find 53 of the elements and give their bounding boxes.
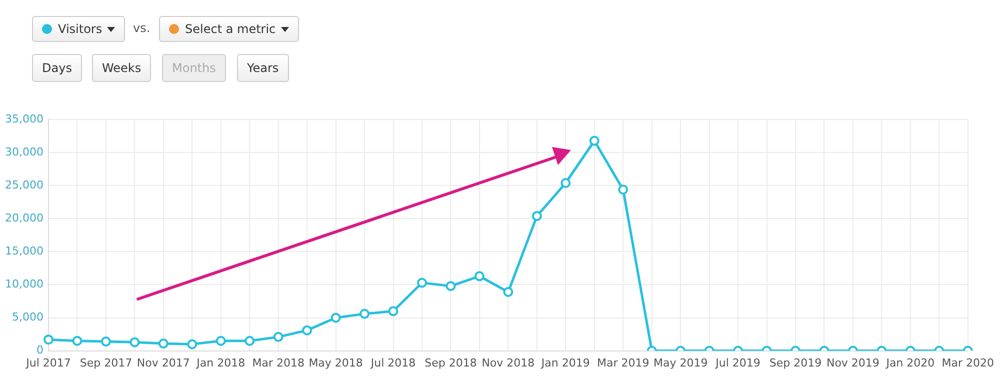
text: vs. <box>133 21 150 35</box>
x-tick-label: Jul 2019 <box>714 356 760 370</box>
point <box>330 312 341 323</box>
x-tick-label: Sep 2019 <box>769 356 822 370</box>
y-tick-label: 20,000 <box>4 212 44 225</box>
point <box>43 334 54 345</box>
point <box>532 211 542 222</box>
x-tick-label: Sep 2017 <box>80 356 132 370</box>
text: Days <box>32 54 82 82</box>
x-tick-label: Jan 2020 <box>885 356 935 370</box>
point <box>187 339 198 350</box>
y-tick-label: 10,000 <box>4 278 44 291</box>
point <box>130 337 140 348</box>
x-tick-label: May 2019 <box>653 356 708 370</box>
x-tick-label: Jul 2018 <box>370 356 416 370</box>
point <box>72 336 82 346</box>
point <box>618 184 628 195</box>
y-tick-label: 5,000 <box>12 310 44 324</box>
x-tick-label: May 2018 <box>308 356 363 370</box>
x-tick-label: Mar 2020 <box>942 356 994 370</box>
text: Years <box>237 54 289 82</box>
y-tick-label: 0 <box>36 344 44 357</box>
y-tick-label: 35,000 <box>4 112 44 126</box>
x-tick-label: Nov 2017 <box>136 356 190 370</box>
x-tick-label: Sep 2018 <box>424 356 477 370</box>
point <box>446 281 456 292</box>
point <box>503 287 514 298</box>
x-tick-label: Jan 2019 <box>540 356 590 370</box>
point <box>474 271 484 282</box>
text: Select a metric <box>185 22 276 36</box>
point <box>158 338 168 349</box>
y-tick-label: 15,000 <box>4 244 44 258</box>
x-tick-label: Mar 2019 <box>596 356 650 370</box>
x-tick-label: Jul 2017 <box>25 356 71 370</box>
point <box>216 336 226 346</box>
point <box>100 336 111 347</box>
point <box>416 278 427 288</box>
text: Weeks <box>92 54 152 82</box>
x-tick-label: Jan 2018 <box>196 356 246 370</box>
x-tick-label: Mar 2018 <box>252 356 304 370</box>
y-tick-label: 25,000 <box>4 178 44 192</box>
x-tick-label: Nov 2018 <box>482 356 535 370</box>
point <box>388 306 398 316</box>
y-tick-label: 30,000 <box>4 145 44 158</box>
point <box>302 325 312 336</box>
text: Months <box>162 54 226 82</box>
point <box>560 178 571 188</box>
point <box>589 136 600 146</box>
x-tick-label: Nov 2019 <box>826 356 880 370</box>
point <box>244 336 255 346</box>
point <box>273 332 284 342</box>
point <box>360 308 370 319</box>
legend-label: Visitors <box>58 22 102 36</box>
